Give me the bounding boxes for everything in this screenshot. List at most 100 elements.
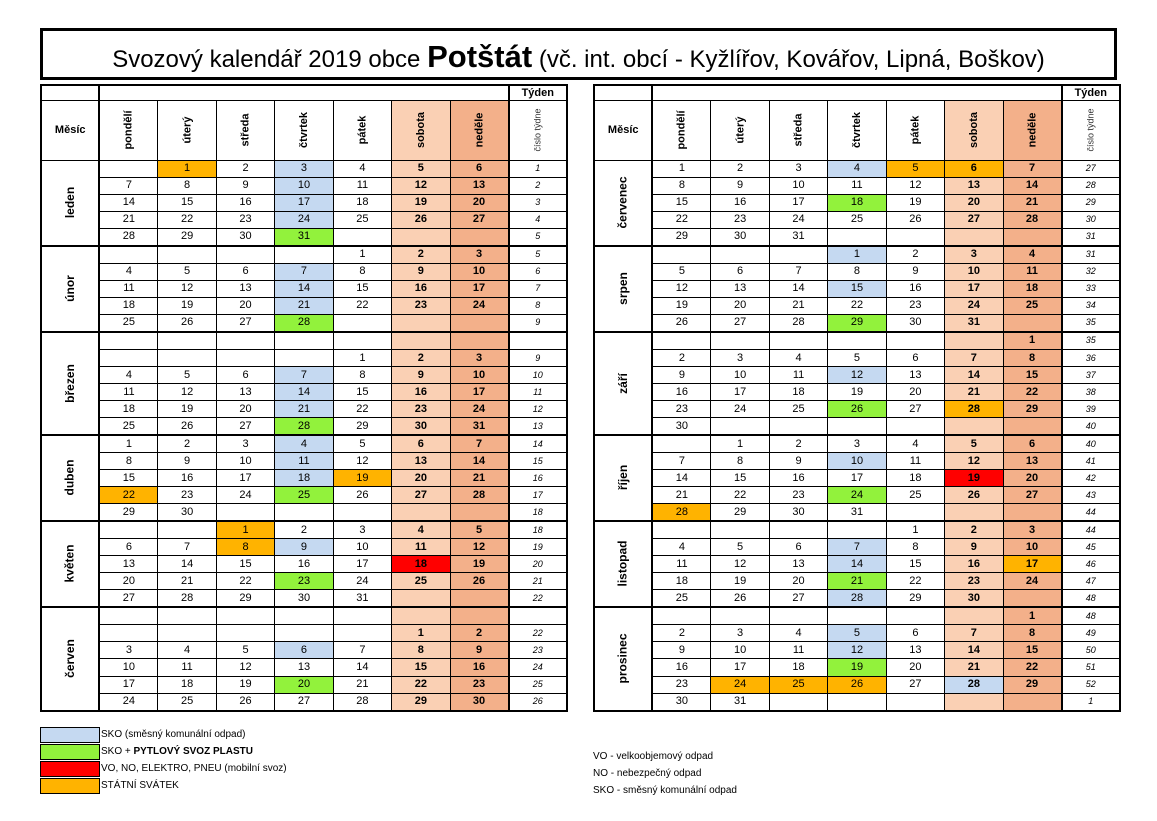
day-cell bbox=[885, 503, 946, 523]
calendar-table: Týden Měsíc pondělí úterý středa čtvrtek pátek… bbox=[40, 84, 568, 712]
day-header-4: pátek bbox=[332, 99, 393, 161]
day-cell: 8 bbox=[215, 538, 276, 557]
week-row: 5 6 7 8 9 10 11 32 bbox=[594, 262, 1121, 281]
day-cell: 16 bbox=[391, 383, 451, 402]
day-cell: 28 bbox=[768, 313, 829, 333]
week-number: 48 bbox=[1060, 606, 1121, 626]
day-cell: 13 bbox=[768, 555, 829, 574]
day-cell bbox=[215, 624, 276, 643]
day-cell: 31 bbox=[827, 503, 887, 523]
day-cell: 15 bbox=[332, 383, 393, 402]
day-cell bbox=[885, 331, 946, 351]
week-row: 25 26 27 28 29 30 31 13 bbox=[41, 417, 568, 437]
corner-blank bbox=[41, 85, 101, 101]
month-label: únor bbox=[62, 275, 77, 302]
day-cell: 29 bbox=[332, 417, 393, 437]
week-number: 21 bbox=[507, 572, 568, 591]
week-row: červen bbox=[40, 606, 568, 712]
day-cell: 27 bbox=[1002, 486, 1063, 505]
day-cell: 17 bbox=[449, 383, 510, 402]
day-cell bbox=[827, 692, 887, 712]
month-name-březen: březen bbox=[40, 331, 101, 437]
day-cell bbox=[710, 245, 770, 264]
week-number: 5 bbox=[507, 227, 568, 247]
week-number bbox=[507, 331, 568, 351]
week-number-label: číslo týdne bbox=[532, 108, 543, 152]
day-cell: 13 bbox=[944, 176, 1004, 195]
day-header-2: středa bbox=[768, 99, 829, 161]
week-row: 24 25 26 27 28 29 30 26 bbox=[41, 692, 568, 712]
day-cell: 25 bbox=[274, 486, 334, 505]
day-cell: 29 bbox=[710, 503, 770, 523]
day-cell: 31 bbox=[710, 692, 770, 712]
day-cell: 27 bbox=[885, 400, 946, 419]
day-cell: 6 bbox=[215, 262, 276, 281]
day-cell: 14 bbox=[651, 469, 712, 488]
day-cell bbox=[768, 245, 829, 264]
day-cell: 2 bbox=[768, 434, 829, 454]
calendar-panel-jan-jun: Týden Měsíc pondělí úterý středa čtvrtek pátek… bbox=[40, 84, 568, 712]
day-cell bbox=[651, 434, 712, 454]
day-cell: 6 bbox=[944, 159, 1004, 178]
day-cell: 13 bbox=[449, 176, 510, 195]
week-row: červenec 1 2 3 4 5 6 7 27 bbox=[593, 159, 1121, 247]
day-cell: 10 bbox=[332, 538, 393, 557]
calendar-panel-jul-dec: Týden Měsíc pondělí úterý středa čtvrtek pátek… bbox=[593, 84, 1121, 712]
day-cell: 3 bbox=[215, 434, 276, 454]
day-cell: 10 bbox=[449, 262, 510, 281]
day-cell bbox=[944, 503, 1004, 523]
day-cell: 26 bbox=[391, 210, 451, 229]
day-cell bbox=[98, 159, 159, 178]
day-cell: 12 bbox=[885, 176, 946, 195]
week-row: březen bbox=[40, 331, 568, 437]
month-name-prosinec: prosinec bbox=[593, 606, 654, 712]
day-cell bbox=[827, 227, 887, 247]
day-cell bbox=[274, 331, 334, 351]
week-row: listopad 1 2 3 44 bbox=[593, 520, 1121, 609]
week-row: 25 26 27 28 29 30 48 bbox=[594, 589, 1121, 609]
day-cell: 9 bbox=[391, 262, 451, 281]
week-number: 50 bbox=[1060, 641, 1121, 660]
day-cell: 7 bbox=[944, 624, 1004, 643]
day-cell: 22 bbox=[827, 296, 887, 315]
day-cell: 11 bbox=[768, 641, 829, 660]
day-cell: 3 bbox=[98, 641, 159, 660]
day-cell: 16 bbox=[274, 555, 334, 574]
day-cell: 3 bbox=[449, 245, 510, 264]
day-cell: 24 bbox=[274, 210, 334, 229]
month-name-květen: květen bbox=[40, 520, 101, 609]
day-cell: 5 bbox=[710, 538, 770, 557]
day-cell: 5 bbox=[885, 159, 946, 178]
day-cell: 26 bbox=[885, 210, 946, 229]
day-cell: 1 bbox=[332, 349, 393, 368]
week-row: prosinec 1 48 bbox=[593, 606, 1121, 712]
day-cell: 27 bbox=[274, 692, 334, 712]
day-cell: 1 bbox=[885, 520, 946, 540]
week-row: 21 22 23 24 25 26 27 43 bbox=[594, 486, 1121, 505]
day-header-label: úterý bbox=[734, 116, 747, 144]
week-number: 29 bbox=[1060, 193, 1121, 212]
week-row: 15 16 17 18 19 20 21 29 bbox=[594, 193, 1121, 212]
day-cell: 18 bbox=[651, 572, 712, 591]
day-cell: 10 bbox=[449, 366, 510, 385]
day-cell: 3 bbox=[827, 434, 887, 454]
day-cell: 7 bbox=[827, 538, 887, 557]
week-number: 35 bbox=[1060, 313, 1121, 333]
day-cell: 15 bbox=[215, 555, 276, 574]
day-cell: 8 bbox=[827, 262, 887, 281]
day-cell: 7 bbox=[274, 366, 334, 385]
abbreviation: SKO - směsný komunální odpad bbox=[593, 785, 737, 796]
week-row: 18 19 20 21 22 23 24 8 bbox=[41, 296, 568, 315]
day-header-1: úterý bbox=[710, 99, 770, 161]
week-number: 40 bbox=[1060, 434, 1121, 454]
day-cell bbox=[332, 331, 393, 351]
day-cell: 29 bbox=[215, 589, 276, 609]
day-header-label: pátek bbox=[356, 115, 369, 145]
day-cell bbox=[98, 606, 159, 626]
day-cell bbox=[332, 313, 393, 333]
week-number: 41 bbox=[1060, 452, 1121, 471]
calendar-title: Svozový kalendář 2019 obce Potštát (vč. … bbox=[40, 28, 1117, 80]
day-cell: 13 bbox=[885, 641, 946, 660]
day-cell: 21 bbox=[1002, 193, 1063, 212]
